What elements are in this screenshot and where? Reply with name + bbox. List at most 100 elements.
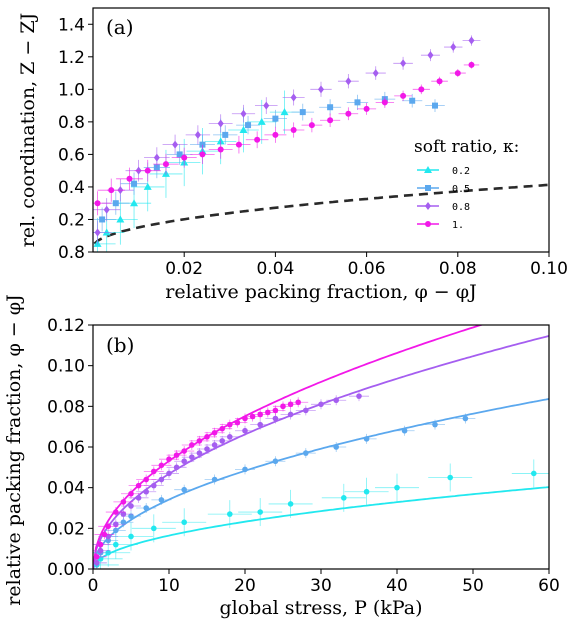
panel-a-y-tick-label: 0.2 (58, 210, 85, 230)
panel-b-x-tick-label: 0 (88, 576, 99, 596)
data-point-kappa-0-8 (153, 153, 160, 162)
data-point-kappa-0-8 (287, 411, 294, 418)
data-point-kappa-0-8 (219, 438, 225, 444)
data-point-kappa-0-8 (303, 407, 309, 414)
data-point-kappa-0-8 (257, 421, 264, 428)
data-point-kappa-0-2 (116, 215, 125, 223)
data-point-kappa-0-8 (172, 140, 179, 149)
data-point-kappa-0-5 (112, 200, 119, 207)
panel-a-y-tick-label: 1.0 (58, 80, 85, 100)
panel-a-axis-ticks: 0.02 0.04 0.06 0.08 0.10 0.8 0.2 0.4 0.6 0.8 1.0 1.… (58, 15, 568, 279)
data-point-kappa-1 (254, 136, 261, 143)
data-point-kappa-1 (272, 131, 279, 138)
panel-b-x-tick-label: 10 (158, 576, 180, 596)
data-point-kappa-0-5 (99, 216, 106, 223)
legend-marker (424, 166, 432, 173)
data-point-kappa-0-8 (120, 511, 127, 517)
data-point-kappa-0-8 (372, 69, 379, 78)
data-point-kappa-0-8 (204, 446, 210, 452)
data-point-kappa-0-2 (447, 474, 454, 481)
panel-b-axis-ticks: 0 10 20 30 40 50 60 0.00 0.02 0.04 0.06 0.08 0.10 0.1… (47, 316, 560, 596)
panel-a-x-tick-label: 0.02 (165, 259, 203, 279)
data-point-kappa-1 (196, 438, 203, 444)
panel-a-x-tick-label: 0.04 (256, 259, 294, 279)
data-point-kappa-0-5 (143, 505, 149, 511)
panel-a-y-tick-label: 0.8 (58, 243, 85, 263)
data-point-kappa-0-2 (143, 182, 152, 190)
data-point-kappa-0-8 (356, 393, 362, 399)
panel-a-label: (a) (106, 15, 134, 39)
data-point-kappa-0-8 (166, 470, 172, 477)
panel-a-x-tick-label: 0.08 (439, 259, 477, 279)
data-point-kappa-0-5 (432, 421, 438, 428)
panel-a-y-tick-label: 0.8 (58, 113, 85, 133)
data-point-kappa-1 (272, 407, 279, 414)
data-point-kappa-1 (381, 99, 388, 106)
data-point-kappa-1 (217, 146, 224, 153)
data-point-kappa-0-5 (272, 458, 279, 465)
data-point-kappa-0-2 (227, 511, 233, 517)
data-point-kappa-0-8 (196, 450, 203, 456)
panel-a-y-tick-label: 0.6 (58, 145, 85, 165)
data-point-kappa-0-2 (239, 126, 248, 133)
data-point-kappa-0-8 (103, 205, 110, 214)
data-point-kappa-0-5 (303, 450, 309, 456)
data-point-kappa-0-2 (363, 488, 370, 495)
data-point-kappa-1 (400, 92, 407, 99)
data-point-kappa-1 (135, 482, 142, 489)
data-point-kappa-0-5 (120, 519, 127, 526)
data-point-kappa-0-5 (176, 151, 183, 158)
data-point-kappa-0-5 (113, 527, 119, 534)
legend-title: soft ratio, κ: (414, 137, 519, 157)
data-point-kappa-1 (162, 161, 169, 168)
data-point-kappa-1 (151, 468, 157, 475)
legend-marker (425, 185, 431, 191)
data-point-kappa-0-5 (409, 97, 416, 104)
data-point-kappa-0-8 (151, 482, 157, 489)
data-point-kappa-1 (454, 70, 461, 77)
panel-a-y-tick-label: 0.4 (58, 178, 85, 198)
data-point-kappa-0-8 (318, 401, 324, 408)
data-point-kappa-0-5 (222, 131, 229, 138)
panel-b-x-axis-label: global stress, P (kPa) (220, 597, 423, 619)
panel-b-y-tick-label: 0.02 (47, 519, 85, 539)
data-point-kappa-0-5 (242, 466, 248, 473)
panel-b-y-tick-label: 0.12 (47, 316, 85, 336)
data-point-kappa-1 (257, 411, 264, 418)
data-point-kappa-1 (108, 187, 115, 194)
data-point-kappa-1 (211, 429, 218, 436)
data-point-kappa-0-5 (128, 513, 134, 519)
data-point-kappa-1 (173, 452, 180, 458)
data-point-kappa-0-2 (257, 117, 266, 125)
data-point-kappa-0-8 (211, 442, 218, 448)
panel-b-fit-curves (93, 325, 549, 569)
data-point-kappa-1 (181, 448, 187, 454)
data-point-kappa-0-2 (128, 533, 134, 540)
data-point-kappa-0-2 (287, 501, 294, 507)
data-point-kappa-1 (126, 175, 133, 182)
data-point-kappa-0-5 (401, 427, 408, 434)
data-point-kappa-1 (181, 154, 188, 161)
data-point-kappa-1 (287, 401, 294, 408)
data-point-kappa-0-8 (450, 43, 457, 52)
data-point-kappa-1 (143, 476, 149, 483)
panel-b-frame (92, 324, 550, 570)
data-point-kappa-0-5 (131, 180, 138, 187)
data-point-kappa-1 (101, 531, 108, 538)
data-point-kappa-0-2 (113, 541, 119, 548)
data-point-kappa-0-2 (531, 470, 537, 477)
data-point-kappa-0-8 (240, 109, 247, 118)
data-point-kappa-0-5 (211, 476, 218, 483)
data-point-kappa-0-5 (363, 436, 370, 442)
data-point-kappa-0-8 (97, 547, 104, 554)
data-point-kappa-0-8 (227, 434, 233, 440)
panel-b-plot: 0 10 20 30 40 50 60 0.00 0.02 0.04 0.06 0.08 0.10 0.1… (3, 294, 560, 619)
data-point-kappa-0-5 (462, 415, 469, 422)
data-point-kappa-0-5 (158, 497, 165, 503)
data-point-kappa-0-5 (181, 486, 187, 493)
legend-label: 0.5 (452, 184, 470, 195)
data-point-kappa-1 (235, 141, 242, 148)
data-point-kappa-1 (290, 127, 297, 133)
panel-b-y-axis-label: relative packing fraction, φ − φJ (3, 294, 25, 605)
data-point-kappa-1 (97, 541, 104, 548)
